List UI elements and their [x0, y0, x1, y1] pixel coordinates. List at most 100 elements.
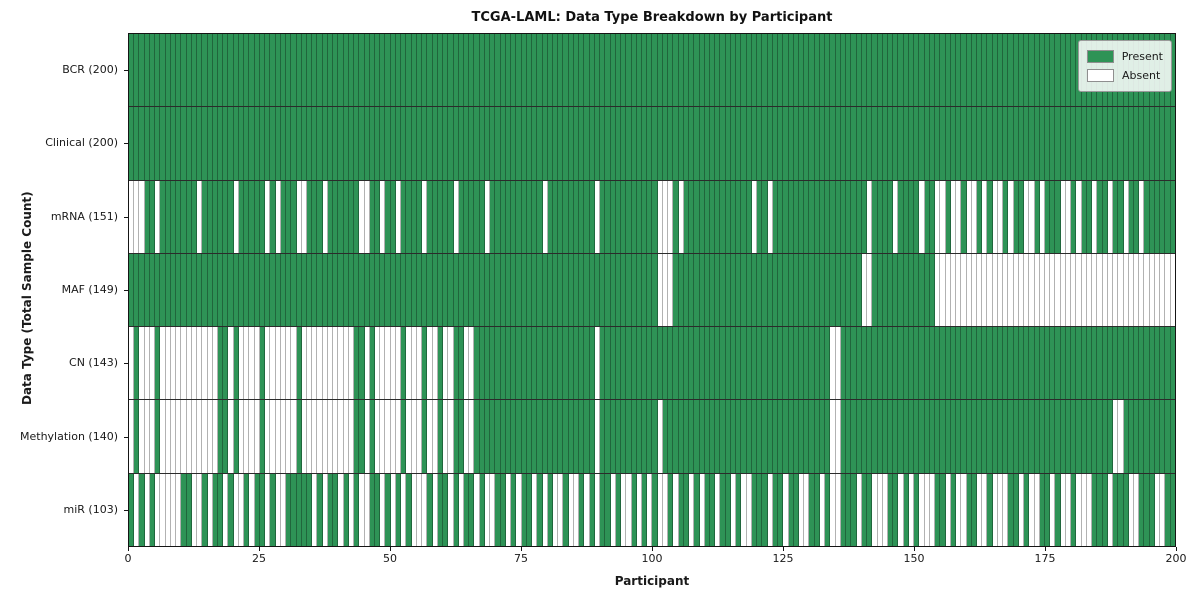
heatmap-cell — [751, 400, 758, 473]
heatmap-cell — [1060, 253, 1066, 327]
heatmap-cell — [469, 327, 475, 400]
heatmap-cell — [819, 34, 826, 107]
heatmap-cell — [788, 473, 794, 546]
heatmap-cell — [364, 473, 370, 546]
heatmap-cell — [160, 473, 166, 546]
heatmap-cell — [741, 253, 747, 327]
heatmap-cell — [715, 327, 721, 400]
heatmap-cell — [129, 107, 135, 180]
heatmap-cell — [458, 473, 464, 546]
heatmap-cell — [526, 473, 533, 546]
heatmap-cell — [704, 400, 711, 473]
heatmap-cell — [699, 34, 705, 107]
heatmap-cell — [872, 107, 878, 180]
heatmap-cell — [976, 107, 983, 180]
heatmap-cell — [238, 107, 245, 180]
heatmap-cell — [170, 473, 177, 546]
heatmap-cell — [668, 473, 674, 546]
heatmap-cell — [621, 327, 627, 400]
heatmap-cell — [746, 253, 752, 327]
heatmap-cell — [730, 327, 737, 400]
heatmap-cell — [751, 327, 758, 400]
heatmap-cell — [181, 400, 187, 473]
heatmap-cell — [249, 473, 255, 546]
heatmap-cell — [296, 473, 302, 546]
heatmap-cell — [521, 473, 527, 546]
heatmap-cell — [1050, 253, 1056, 327]
heatmap-cell — [197, 107, 203, 180]
heatmap-cell — [956, 180, 962, 253]
heatmap-cell — [982, 327, 988, 400]
heatmap-cell — [804, 400, 810, 473]
heatmap-cell — [238, 180, 245, 253]
heatmap-cell — [280, 34, 287, 107]
heatmap-cell — [662, 253, 669, 327]
heatmap-cell — [825, 34, 831, 107]
legend-swatch-present-icon — [1087, 50, 1114, 63]
heatmap-cell — [563, 473, 569, 546]
heatmap-cell — [207, 180, 213, 253]
heatmap-cell — [877, 473, 883, 546]
heatmap-cell — [641, 107, 648, 180]
heatmap-cell — [1107, 473, 1114, 546]
heatmap-cell — [730, 473, 737, 546]
heatmap-cell — [1139, 180, 1145, 253]
heatmap-cell — [652, 400, 658, 473]
heatmap-cell — [600, 327, 606, 400]
heatmap-cell — [1139, 253, 1145, 327]
heatmap-cell — [432, 180, 438, 253]
heatmap-cell — [516, 180, 522, 253]
heatmap-cell — [191, 107, 198, 180]
heatmap-cell — [532, 107, 538, 180]
heatmap-cell — [730, 107, 737, 180]
heatmap-cell — [589, 180, 595, 253]
heatmap-cell — [327, 400, 334, 473]
heatmap-cell — [558, 400, 564, 473]
heatmap-cell — [772, 473, 779, 546]
heatmap-cell — [343, 253, 349, 327]
heatmap-cell — [730, 400, 737, 473]
heatmap-cell — [511, 107, 517, 180]
heatmap-cell — [573, 400, 580, 473]
heatmap-cell — [165, 400, 171, 473]
heatmap-cell — [542, 34, 548, 107]
heatmap-cell — [778, 107, 784, 180]
heatmap-cell — [809, 327, 815, 400]
heatmap-cell — [1128, 253, 1134, 327]
heatmap-cell — [600, 473, 606, 546]
x-tick-mark — [1176, 547, 1177, 551]
heatmap-cell — [223, 34, 229, 107]
heatmap-cell — [500, 34, 506, 107]
heatmap-cell — [809, 34, 815, 107]
heatmap-cell — [987, 400, 993, 473]
heatmap-cell — [882, 327, 888, 400]
heatmap-cell — [846, 400, 852, 473]
heatmap-cell — [338, 34, 344, 107]
heatmap-cell — [484, 180, 491, 253]
legend: Present Absent — [1078, 40, 1172, 92]
heatmap-cell — [699, 473, 705, 546]
legend-entry-absent: Absent — [1087, 66, 1163, 85]
heatmap-cell — [1123, 180, 1129, 253]
heatmap-cell — [783, 180, 789, 253]
heatmap-cell — [804, 34, 810, 107]
heatmap-cell — [343, 180, 349, 253]
heatmap-cell — [1086, 327, 1093, 400]
heatmap-cell — [945, 400, 951, 473]
heatmap-cell — [772, 327, 779, 400]
heatmap-cell — [976, 327, 983, 400]
heatmap-cell — [568, 107, 574, 180]
heatmap-cell — [364, 107, 370, 180]
heatmap-cell — [657, 34, 663, 107]
heatmap-cell — [291, 34, 297, 107]
heatmap-cell — [233, 253, 239, 327]
heatmap-cell — [751, 107, 758, 180]
heatmap-cell — [1008, 327, 1014, 400]
heatmap-cell — [1076, 253, 1082, 327]
heatmap-cell — [626, 473, 632, 546]
heatmap-cell — [296, 253, 302, 327]
heatmap-cell — [474, 253, 480, 327]
heatmap-cell — [694, 107, 700, 180]
heatmap-cell — [872, 253, 878, 327]
heatmap-cell — [579, 180, 585, 253]
